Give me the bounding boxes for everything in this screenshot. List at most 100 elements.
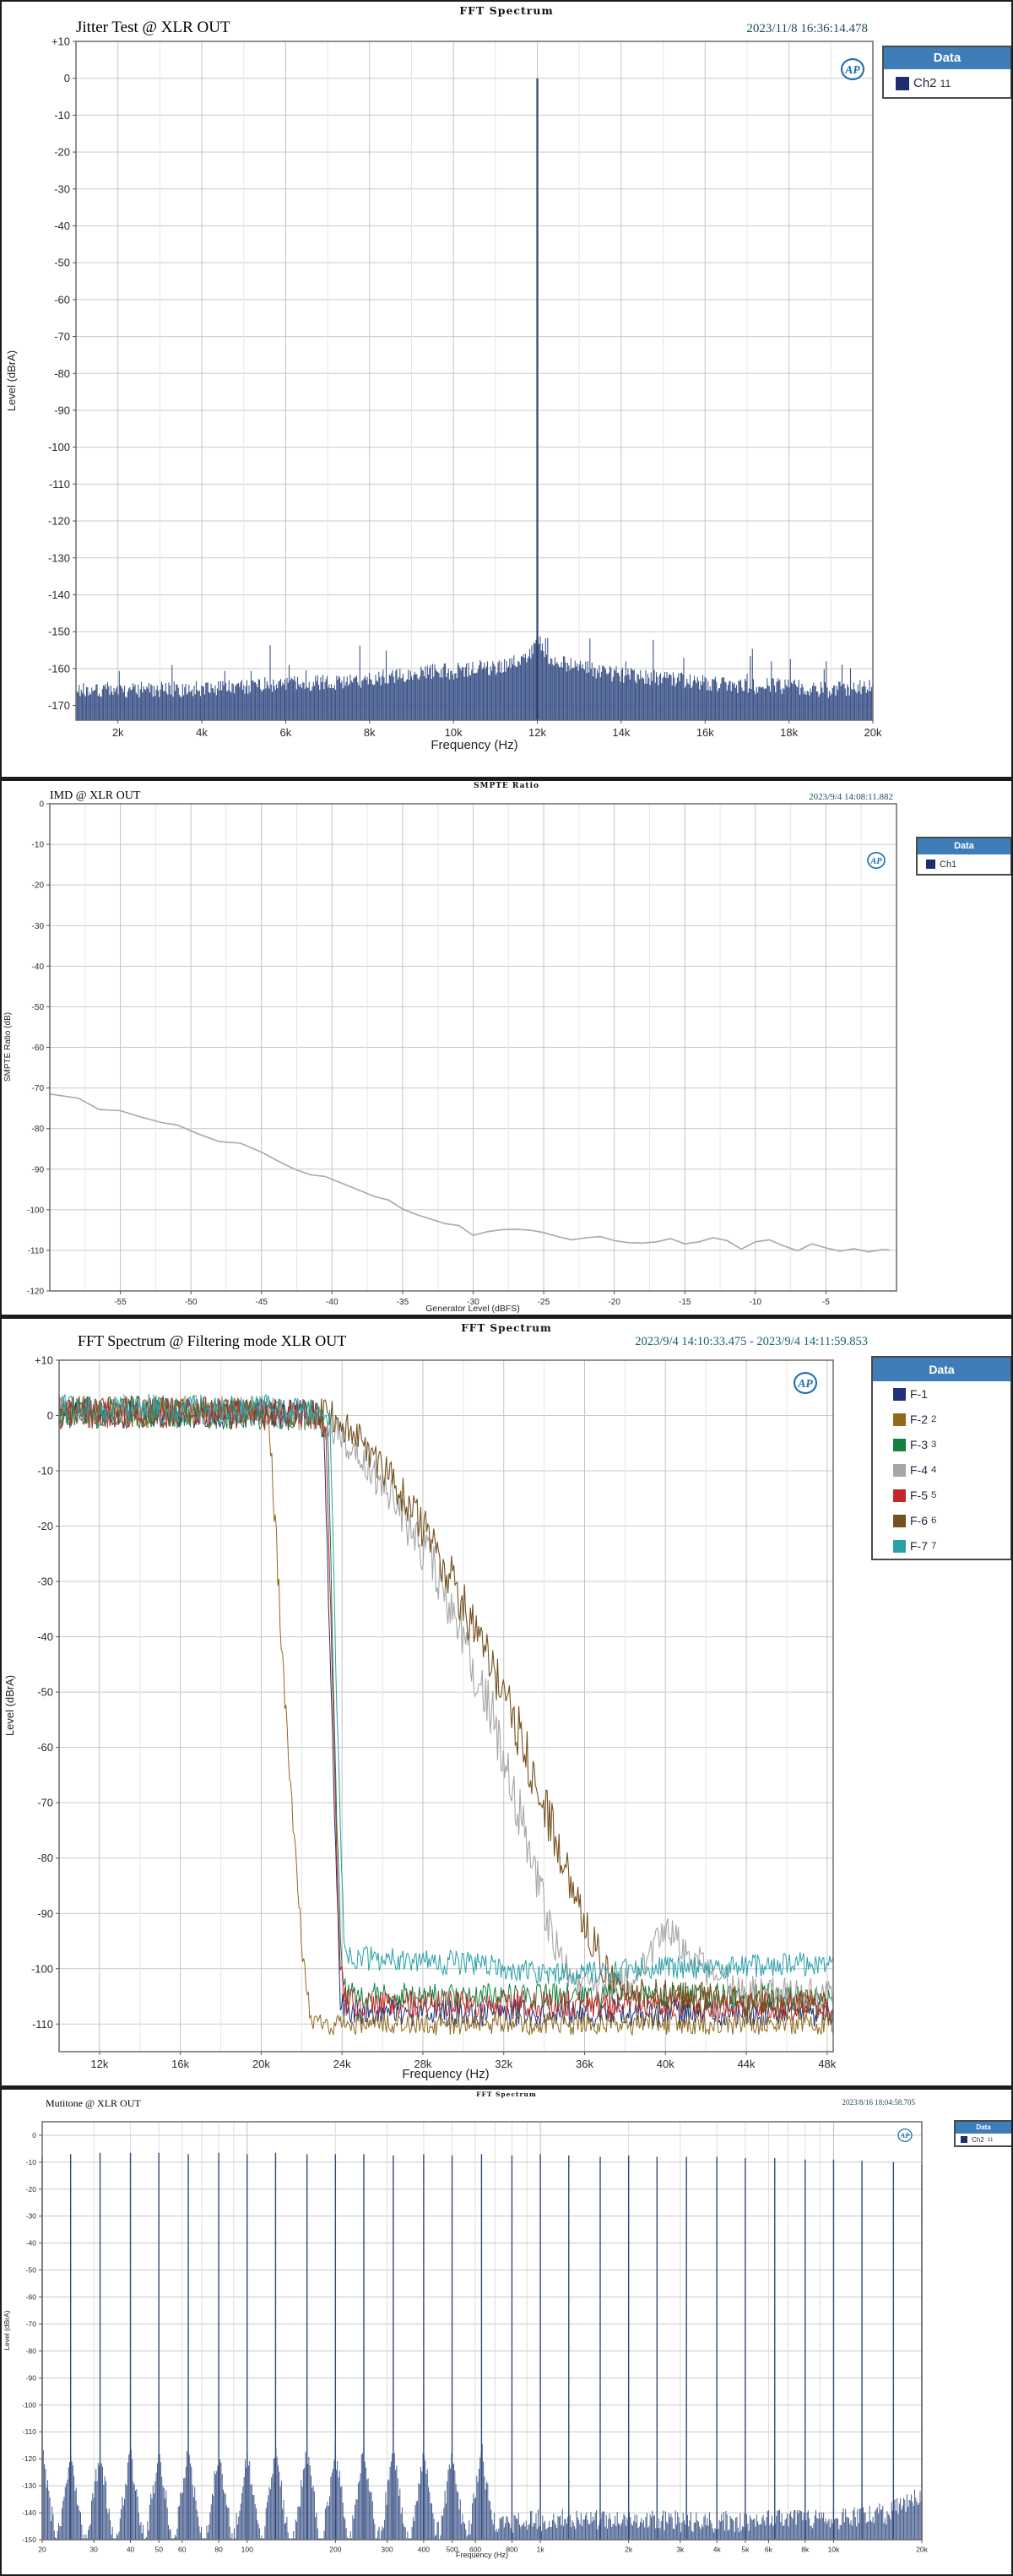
- legend-item-f-1[interactable]: F-1: [873, 1381, 1010, 1407]
- legend-item-label: F-4: [910, 1463, 928, 1477]
- legend-item-suffix: 3: [931, 1440, 937, 1450]
- svg-text:10k: 10k: [445, 726, 463, 739]
- y-axis-label: SMPTE Ratio (dB): [3, 1011, 13, 1082]
- svg-text:20: 20: [38, 2546, 46, 2554]
- legend-box[interactable]: Data Ch2 11: [882, 46, 1011, 99]
- jitter-chart-canvas[interactable]: +10 0 -10 -20 -30 -40 -50 -60 -70 -80 -90 -100 -110 -…: [2, 2, 1011, 777]
- svg-text:-50: -50: [54, 257, 70, 269]
- legend-item-suffix: 4: [931, 1465, 937, 1475]
- svg-text:-130: -130: [22, 2481, 36, 2490]
- legend-item-label: F-5: [910, 1489, 928, 1502]
- svg-text:-120: -120: [27, 1288, 44, 1297]
- legend-swatch-icon: [893, 1387, 906, 1401]
- svg-text:36k: 36k: [576, 2058, 593, 2070]
- chart-timestamp: 2023/8/16 18:04:58.705: [842, 2098, 915, 2107]
- svg-text:100: 100: [241, 2546, 253, 2554]
- svg-text:-10: -10: [750, 1298, 762, 1307]
- svg-text:AP: AP: [900, 2132, 911, 2139]
- svg-text:-90: -90: [54, 404, 70, 417]
- svg-text:-40: -40: [326, 1298, 339, 1307]
- svg-text:-80: -80: [54, 367, 70, 380]
- legend-item-f-6[interactable]: F-6 6: [873, 1508, 1010, 1533]
- legend-item-f-5[interactable]: F-5 5: [873, 1483, 1010, 1508]
- svg-text:0: 0: [32, 2131, 36, 2139]
- chart-header: FFT Spectrum: [461, 1322, 552, 1334]
- y-axis-label: Level (dBrA): [5, 350, 18, 412]
- svg-text:-110: -110: [28, 1246, 45, 1255]
- legend-header: Data: [884, 47, 1010, 69]
- svg-text:-100: -100: [27, 1206, 44, 1215]
- svg-text:-20: -20: [608, 1298, 620, 1307]
- svg-text:-80: -80: [37, 1852, 53, 1864]
- svg-text:14k: 14k: [612, 726, 630, 739]
- legend-item-f-2[interactable]: F-2 2: [873, 1407, 1010, 1432]
- svg-text:-110: -110: [49, 478, 70, 491]
- svg-text:0: 0: [47, 1409, 53, 1422]
- svg-text:-60: -60: [26, 2293, 37, 2302]
- legend-item-label: F-7: [910, 1539, 928, 1553]
- filter-chart-canvas[interactable]: +10 0 -10 -20 -30 -40 -50 -60 -70 -80 -90 -100 -110 1…: [2, 1319, 1011, 2085]
- multitone-chart-canvas[interactable]: 0 -10 -20 -30 -40 -50 -60 -70 -80 -90 -100 -110 -120…: [2, 2090, 1011, 2574]
- x-axis-label: Generator Level (dBFS): [425, 1304, 520, 1314]
- chart-header: FFT Spectrum: [476, 2091, 537, 2098]
- legend-swatch-icon: [893, 1413, 906, 1426]
- svg-text:8k: 8k: [364, 726, 376, 739]
- legend-item-label: F-2: [910, 1413, 928, 1426]
- svg-text:-80: -80: [26, 2346, 37, 2355]
- chart-panel-filtering-mode: +10 0 -10 -20 -30 -40 -50 -60 -70 -80 -90 -100 -110 1…: [0, 1316, 1013, 2087]
- svg-text:-150: -150: [22, 2535, 36, 2544]
- svg-text:AP: AP: [844, 63, 860, 76]
- svg-text:-120: -120: [22, 2454, 36, 2463]
- svg-text:-50: -50: [37, 1686, 53, 1699]
- legend-box[interactable]: Data Ch2 11: [954, 2120, 1011, 2147]
- svg-text:-160: -160: [48, 662, 70, 675]
- svg-text:-40: -40: [54, 220, 70, 232]
- svg-text:-70: -70: [26, 2319, 37, 2328]
- legend-item-ch2[interactable]: Ch2 11: [956, 2134, 1011, 2145]
- svg-text:-20: -20: [54, 146, 70, 159]
- svg-text:40: 40: [127, 2546, 135, 2554]
- svg-text:-100: -100: [31, 1962, 53, 1975]
- svg-text:60: 60: [178, 2546, 187, 2554]
- legend-item-f-3[interactable]: F-3 3: [873, 1432, 1010, 1457]
- legend-item-ch2[interactable]: Ch2 11: [884, 69, 1010, 97]
- chart-timestamp: 2023/9/4 14:10:33.475 - 2023/9/4 14:11:5…: [635, 1335, 868, 1348]
- svg-text:8k: 8k: [801, 2546, 810, 2554]
- legend-swatch-icon: [896, 76, 909, 90]
- svg-text:-90: -90: [32, 1165, 45, 1174]
- x-axis-label: Frequency (Hz): [431, 738, 518, 752]
- imd-chart-canvas[interactable]: 0 -10 -20 -30 -40 -50 -60 -70 -80 -90 -100 -110 -120…: [2, 781, 1011, 1315]
- svg-text:-35: -35: [397, 1298, 409, 1307]
- y-axis-label: Level (dBrA): [3, 1674, 16, 1737]
- svg-text:-80: -80: [32, 1125, 45, 1134]
- x-axis-label: Frequency (Hz): [455, 2551, 509, 2559]
- svg-text:-70: -70: [37, 1797, 53, 1809]
- svg-text:AP: AP: [869, 857, 882, 866]
- legend-item-ch1[interactable]: Ch1: [918, 854, 1010, 874]
- legend-item-suffix: 5: [931, 1490, 937, 1500]
- svg-text:-110: -110: [23, 2427, 37, 2436]
- legend-header: Data: [873, 1358, 1010, 1381]
- legend-box[interactable]: Data F-1 F-2 2 F-3 3 F-4 4 F-5 5 F-6 6 F-7 7: [871, 1356, 1011, 1560]
- svg-text:10k: 10k: [828, 2546, 840, 2554]
- legend-item-label: Ch1: [940, 859, 957, 870]
- legend-item-suffix: 11: [940, 77, 951, 89]
- svg-text:32k: 32k: [495, 2058, 512, 2070]
- svg-text:600: 600: [469, 2546, 481, 2554]
- svg-text:-60: -60: [37, 1741, 53, 1754]
- svg-text:16k: 16k: [171, 2058, 189, 2070]
- svg-text:-70: -70: [32, 1084, 45, 1093]
- legend-item-f-7[interactable]: F-7 7: [873, 1533, 1010, 1559]
- svg-text:-20: -20: [26, 2185, 37, 2194]
- legend-header: Data: [918, 838, 1010, 854]
- legend-item-label: Ch2: [972, 2135, 984, 2144]
- legend-item-f-4[interactable]: F-4 4: [873, 1457, 1010, 1483]
- legend-box[interactable]: Data Ch1: [916, 837, 1011, 876]
- svg-text:-140: -140: [48, 588, 70, 601]
- svg-text:-5: -5: [822, 1298, 830, 1307]
- svg-text:-100: -100: [22, 2400, 36, 2409]
- svg-text:-20: -20: [37, 1520, 53, 1532]
- svg-text:40k: 40k: [657, 2058, 674, 2070]
- svg-text:0: 0: [39, 800, 44, 810]
- chart-panel-jitter-test: +10 0 -10 -20 -30 -40 -50 -60 -70 -80 -90 -100 -110 -…: [0, 0, 1013, 778]
